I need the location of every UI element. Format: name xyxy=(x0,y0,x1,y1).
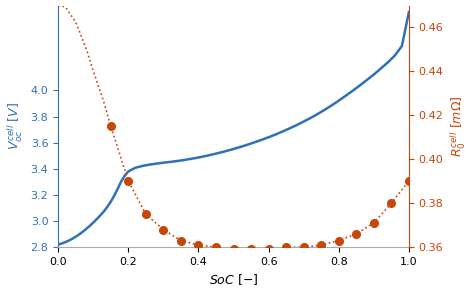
Y-axis label: $V^{cell}_{oc}\ [V]$: $V^{cell}_{oc}\ [V]$ xyxy=(6,102,25,150)
Y-axis label: $R^{cell}_0\ [m\Omega]$: $R^{cell}_0\ [m\Omega]$ xyxy=(449,96,468,157)
X-axis label: $SoC\ [-]$: $SoC\ [-]$ xyxy=(209,272,258,287)
